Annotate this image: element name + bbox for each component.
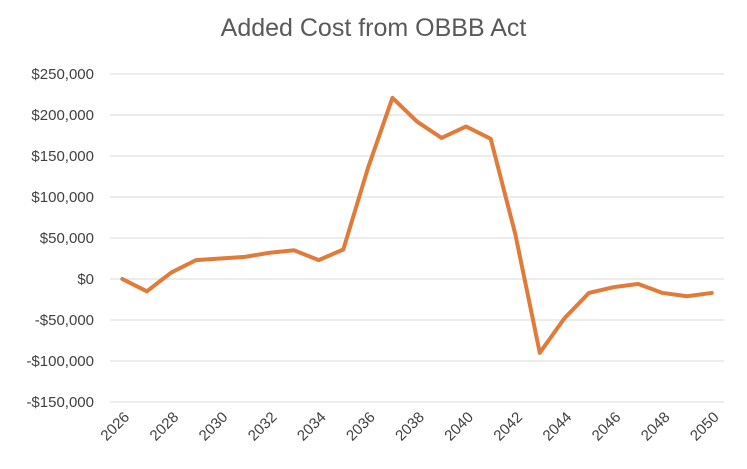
x-tick-label: 2034 (294, 409, 330, 445)
chart-title: Added Cost from OBBB Act (220, 14, 527, 42)
x-tick-label: 2044 (540, 409, 576, 445)
y-tick-label: $50,000 (40, 230, 94, 247)
y-axis-tick-labels: $250,000 $200,000 $150,000 $100,000 $50,000 $… (26, 66, 94, 411)
x-tick-label: 2026 (97, 409, 133, 445)
y-tick-label: $250,000 (31, 66, 94, 83)
x-tick-label: 2028 (147, 409, 183, 445)
y-tick-label: -$150,000 (26, 394, 94, 411)
y-tick-label: $150,000 (31, 148, 94, 165)
x-tick-label: 2038 (392, 409, 428, 445)
gridlines (110, 73, 724, 403)
y-tick-label: -$100,000 (26, 353, 94, 370)
x-tick-label: 2036 (343, 409, 379, 445)
x-tick-label: 2048 (638, 409, 674, 445)
y-tick-label: $200,000 (31, 107, 94, 124)
x-tick-label: 2046 (589, 409, 625, 445)
y-tick-label: $0 (77, 271, 94, 288)
x-tick-label: 2042 (490, 409, 526, 445)
x-tick-label: 2040 (441, 409, 477, 445)
x-tick-label: 2050 (687, 409, 723, 445)
series-line-0 (120, 95, 714, 355)
x-axis-tick-labels: 2026 2028 2030 2032 2034 2036 2038 2040 2042 2044… (97, 409, 722, 445)
x-tick-label: 2032 (245, 409, 281, 445)
series-layer (120, 95, 714, 355)
y-tick-label: -$50,000 (35, 312, 94, 329)
x-tick-label: 2030 (196, 409, 232, 445)
y-tick-label: $100,000 (31, 189, 94, 206)
